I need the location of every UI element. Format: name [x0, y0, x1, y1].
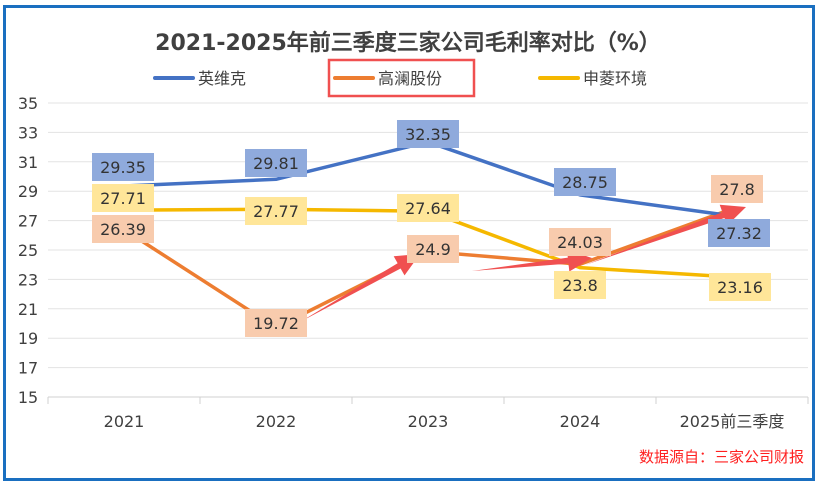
y-tick-label: 17: [18, 359, 38, 378]
data-label: 29.35: [100, 158, 146, 177]
data-label: 23.8: [562, 276, 598, 295]
y-tick-label: 23: [18, 270, 38, 289]
data-label: 23.16: [717, 278, 763, 297]
x-tick-label: 2024: [560, 412, 601, 431]
y-tick-label: 31: [18, 153, 38, 172]
data-label-bg: [708, 219, 770, 247]
series-line-1: [123, 207, 733, 330]
x-tick-label: 2022: [256, 412, 297, 431]
x-tick-label: 2025前三季度: [680, 412, 785, 431]
data-label: 29.81: [253, 154, 299, 173]
legend-highlight-box: [327, 58, 476, 98]
data-label: 24.03: [557, 233, 603, 252]
legend-label: 申菱环境: [583, 69, 647, 88]
data-label-bg: [407, 235, 459, 263]
data-label-bg: [245, 197, 307, 225]
legend-label: 英维克: [198, 69, 246, 88]
data-label-bg: [709, 273, 771, 301]
y-tick-label: 21: [18, 300, 38, 319]
trend-arrow: [585, 204, 746, 265]
trend-arrow: [472, 249, 592, 272]
data-label-bg: [245, 309, 307, 337]
data-label-bg: [92, 215, 154, 243]
data-label: 27.77: [253, 202, 299, 221]
data-label-bg: [711, 175, 763, 203]
data-label-bg: [92, 153, 154, 181]
data-label-bg: [397, 120, 459, 148]
y-tick-label: 27: [18, 212, 38, 231]
data-label-bg: [397, 194, 459, 222]
chart-title: 2021-2025年前三季度三家公司毛利率对比（%）: [155, 30, 661, 56]
data-label: 27.32: [716, 224, 762, 243]
y-tick-label: 25: [18, 241, 38, 260]
data-label-bg: [554, 168, 616, 196]
data-label: 27.64: [405, 199, 451, 218]
source-note: 数据源自：三家公司财报: [639, 448, 804, 466]
data-label-bg: [549, 228, 611, 256]
data-label-bg: [92, 184, 154, 212]
y-tick-label: 33: [18, 123, 38, 142]
data-label: 27.8: [719, 180, 755, 199]
data-label: 26.39: [100, 220, 146, 239]
data-label: 28.75: [562, 173, 608, 192]
data-label: 24.9: [415, 240, 451, 259]
data-label-bg: [245, 149, 307, 177]
legend-label: 高澜股份: [378, 69, 442, 88]
data-label: 27.71: [100, 189, 146, 208]
y-tick-label: 15: [18, 388, 38, 407]
x-tick-label: 2021: [104, 412, 145, 431]
data-label: 32.35: [405, 125, 451, 144]
data-label-bg: [554, 271, 606, 299]
y-tick-label: 35: [18, 94, 38, 113]
x-tick-label: 2023: [408, 412, 449, 431]
y-tick-label: 19: [18, 329, 38, 348]
y-tick-label: 29: [18, 182, 38, 201]
data-label: 19.72: [253, 314, 299, 333]
trend-arrow: [300, 254, 420, 322]
